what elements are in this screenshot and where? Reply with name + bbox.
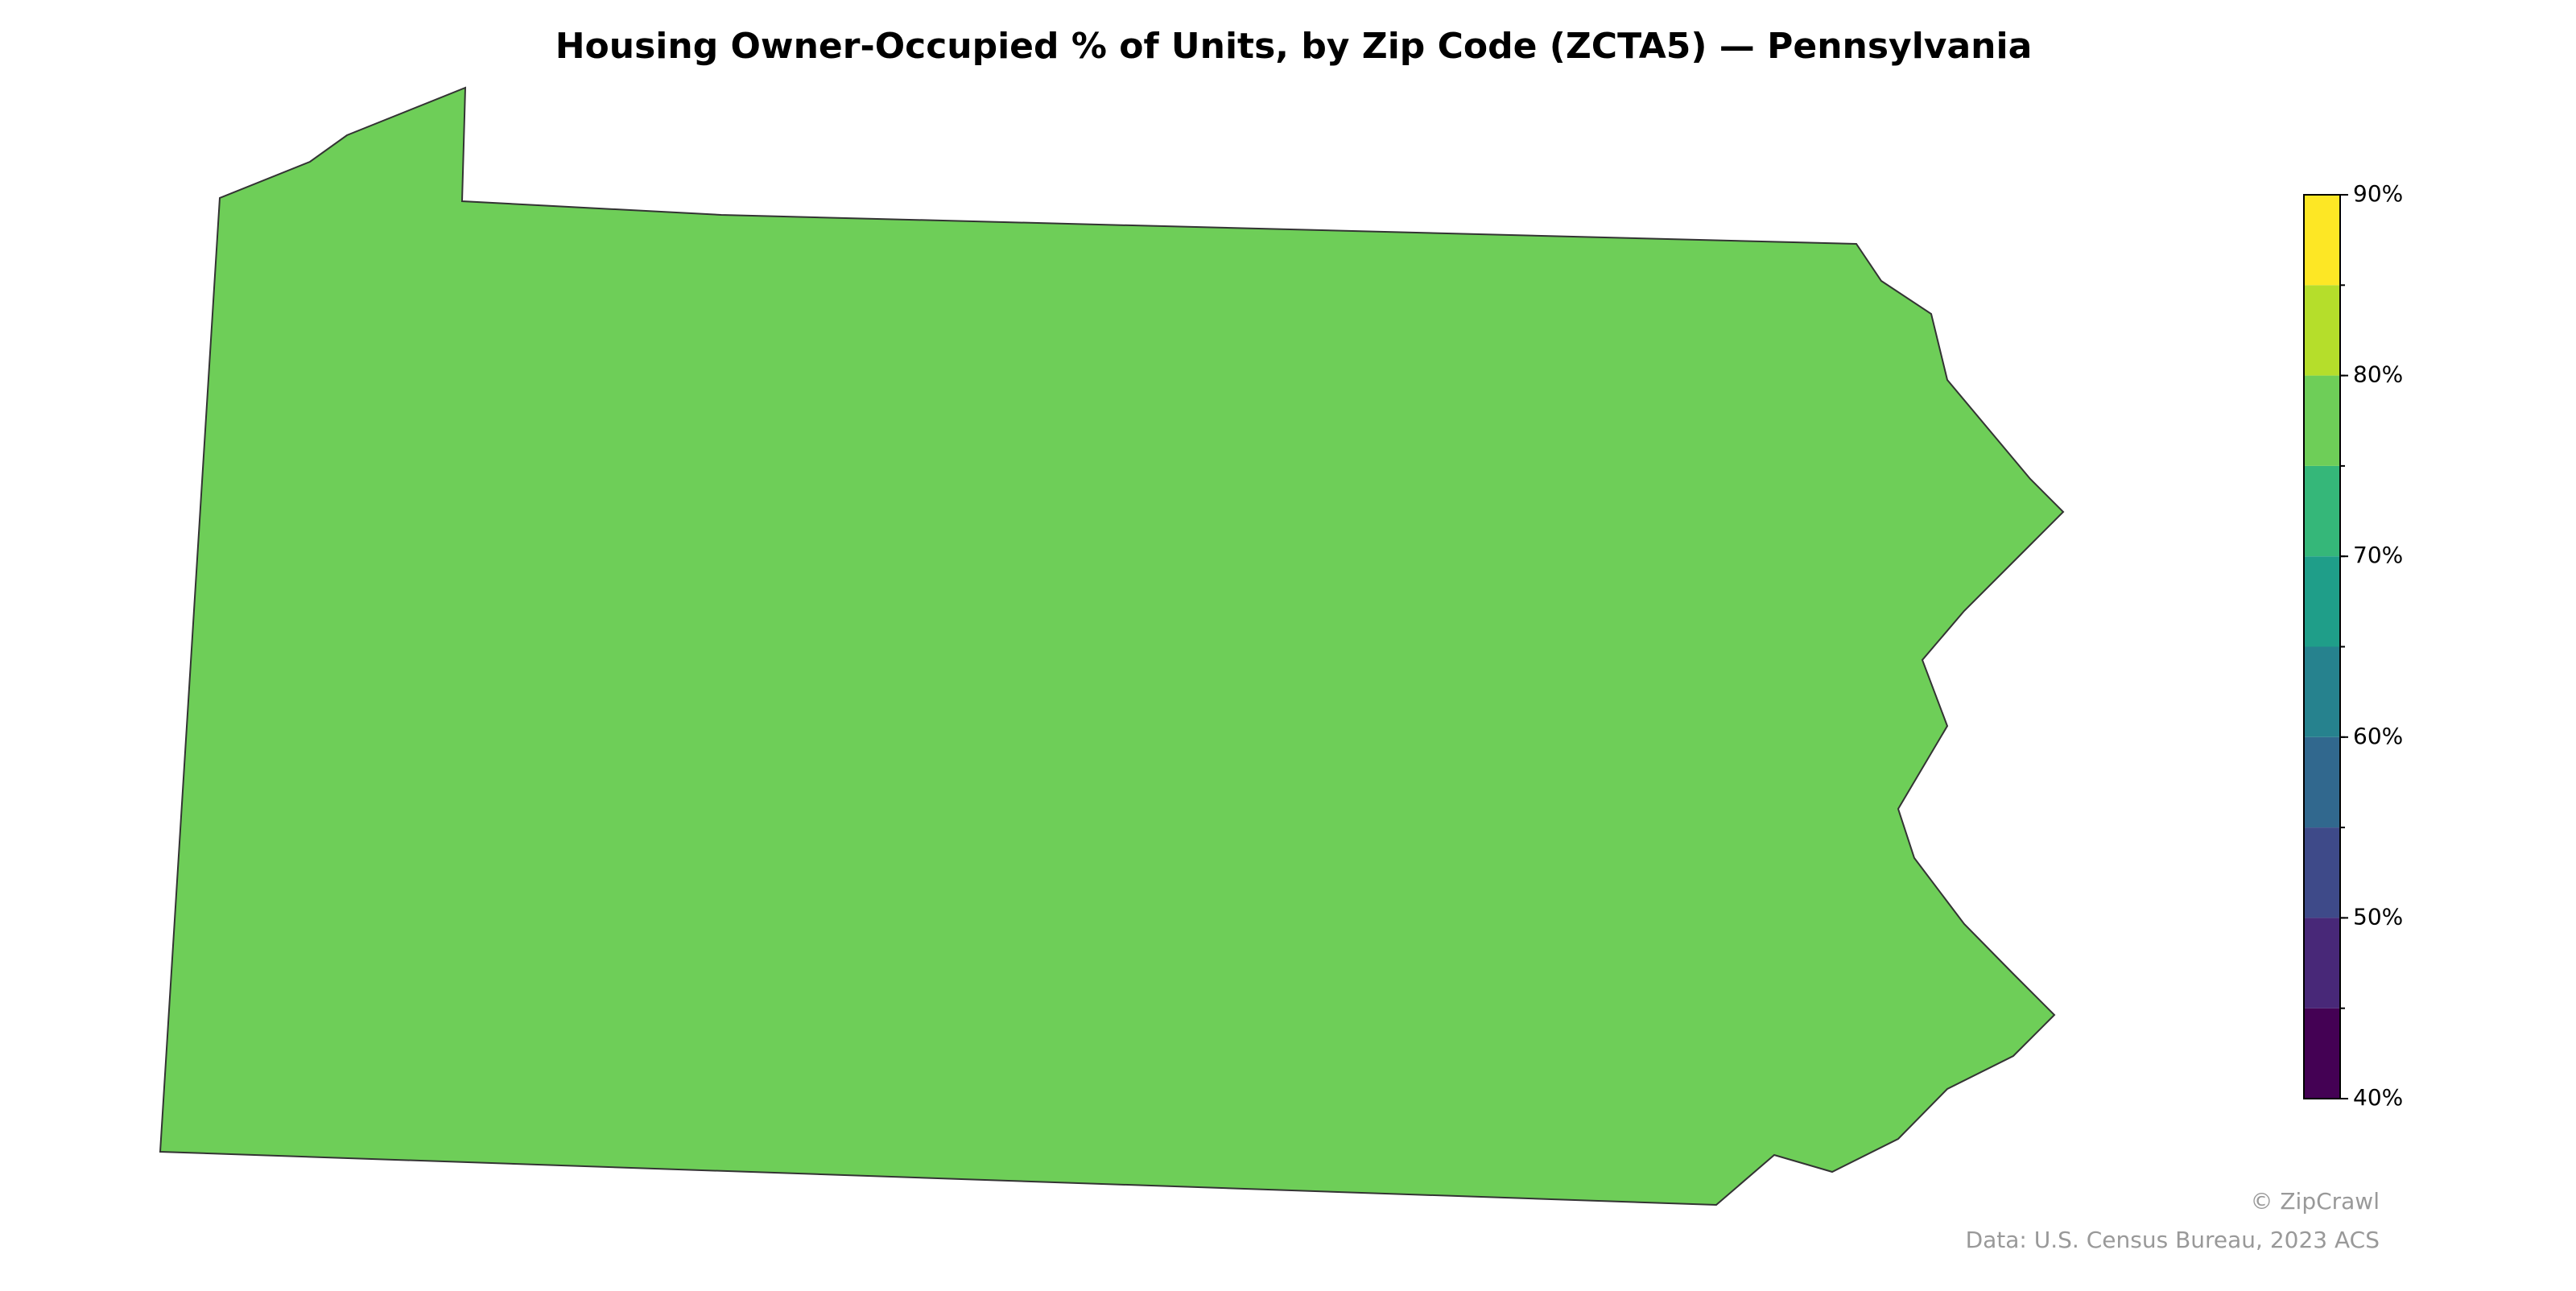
source-text: Data: U.S. Census Bureau, 2023 ACS — [1966, 1227, 2380, 1253]
colorbar-segment — [2304, 375, 2340, 466]
colorbar-tick-label: 60% — [2353, 723, 2403, 749]
colorbar: 40% 50% 60% 70% 80% 90% — [2303, 180, 2403, 1111]
colorbar-segment — [2304, 465, 2340, 557]
colorbar-tick-label: 80% — [2353, 361, 2403, 388]
colorbar-segment — [2304, 918, 2340, 1008]
colorbar-segment — [2304, 556, 2340, 647]
colorbar-segment — [2304, 646, 2340, 737]
colorbar-tick-label: 50% — [2353, 903, 2403, 930]
colorbar-segment — [2304, 195, 2340, 286]
map-title: Housing Owner-Occupied % of Units, by Zi… — [555, 26, 2033, 67]
colorbar-segment — [2304, 736, 2340, 828]
credit-text: © ZipCrawl — [2250, 1188, 2380, 1215]
colorbar-tick-label: 70% — [2353, 542, 2403, 568]
colorbar-segment — [2304, 285, 2340, 376]
colorbar-tick-label: 40% — [2353, 1084, 2403, 1111]
colorbar-segment — [2304, 827, 2340, 918]
colorbar-tick-label: 90% — [2353, 180, 2403, 207]
colorbar-segment — [2304, 1008, 2340, 1099]
state-outline — [159, 86, 2065, 1206]
colorbar-frame — [2303, 194, 2341, 1099]
